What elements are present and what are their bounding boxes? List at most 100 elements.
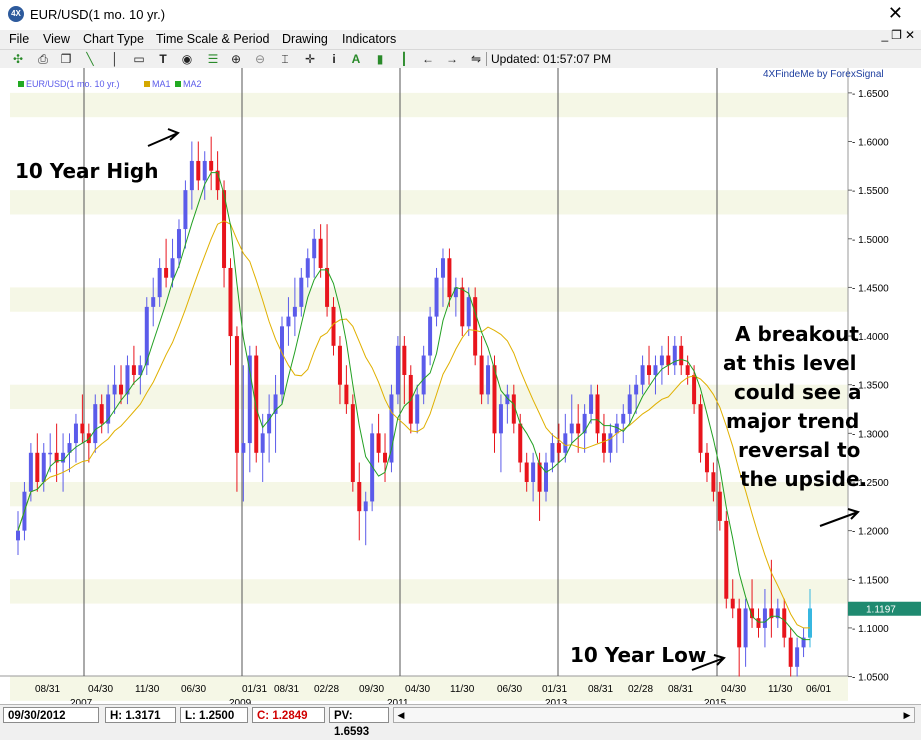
candle-body: [170, 258, 175, 278]
candle-icon[interactable]: ┃: [400, 52, 408, 66]
candle-body: [511, 394, 516, 424]
zoom-out-icon[interactable]: ⊖: [254, 52, 266, 66]
updated-time: Updated: 01:57:07 PM: [491, 52, 612, 66]
candle-body: [428, 316, 433, 356]
candle-body: [189, 160, 194, 191]
chart-area[interactable]: - 1.6500 - 1.6000 - 1.5500 - 1.5000 - 1.4500…: [0, 68, 921, 709]
line-icon[interactable]: ╲: [86, 52, 94, 66]
bar-chart-icon[interactable]: ▮: [376, 52, 384, 66]
candle-body: [808, 608, 812, 638]
x-tick-label: 06/01: [806, 684, 831, 695]
candle-body: [556, 443, 561, 453]
candle-body: [621, 413, 626, 424]
menu-drawing[interactable]: Drawing: [282, 32, 328, 46]
candle-body: [453, 287, 458, 298]
cursor-cross-icon[interactable]: ✣: [12, 52, 24, 66]
copy-icon[interactable]: ❐: [60, 52, 72, 66]
candle-body: [286, 316, 291, 327]
year-label: 2013: [545, 698, 568, 704]
font-icon[interactable]: A: [351, 52, 361, 66]
candle-body: [544, 462, 548, 492]
candle-body: [176, 229, 181, 259]
candle-body: [473, 297, 478, 356]
arrow-right-icon[interactable]: →: [446, 52, 458, 66]
horizontal-scrollbar[interactable]: ◀ ▶: [393, 707, 915, 723]
close-icon[interactable]: ✕: [904, 28, 915, 42]
candle-body: [125, 365, 130, 395]
candle-body: [241, 443, 246, 453]
watermark-label: 4XFindeMe by ForexSignal: [763, 69, 884, 80]
candle-body: [627, 394, 632, 414]
x-tick-label: 06/30: [497, 684, 522, 695]
circle-target-icon[interactable]: ◉: [181, 52, 193, 66]
candle-body: [421, 355, 426, 395]
minimize-icon[interactable]: _: [881, 28, 889, 42]
candle-body: [801, 637, 806, 648]
menu-chart-type[interactable]: Chart Type: [83, 32, 144, 46]
grid-band: [10, 676, 848, 701]
menu-indicators[interactable]: Indicators: [342, 32, 397, 46]
candle-body: [402, 345, 407, 375]
grid-band: [10, 481, 848, 507]
info-icon[interactable]: i: [332, 52, 336, 66]
candle-body: [601, 433, 606, 453]
crosshair-icon[interactable]: ✛: [304, 52, 316, 66]
candle-body: [337, 345, 342, 385]
candle-body: [144, 306, 149, 366]
candle-body: [756, 618, 761, 628]
x-tick-label: 11/30: [135, 684, 160, 695]
window-title: EUR/USD(1 mo. 10 yr.): [30, 7, 166, 22]
vline-icon[interactable]: │: [111, 52, 119, 66]
legend-swatch: [18, 81, 24, 87]
candle-body: [692, 374, 697, 405]
candle-body: [576, 423, 581, 434]
candle-body: [305, 258, 310, 278]
candle-body: [157, 267, 162, 298]
hline-icon[interactable]: ▭: [133, 52, 145, 66]
candle-body: [614, 423, 619, 434]
candle-body: [563, 433, 568, 453]
restore-icon[interactable]: ❐: [891, 28, 902, 42]
text-icon[interactable]: T: [159, 52, 167, 66]
menu-view[interactable]: View: [43, 32, 70, 46]
y-tick-label: - 1.6000: [852, 138, 889, 149]
fib-icon[interactable]: ☰: [207, 52, 219, 66]
scroll-left-icon[interactable]: ◀: [397, 710, 405, 720]
candle-body: [486, 365, 491, 395]
year-label: 2009: [229, 698, 252, 704]
candle-body: [228, 267, 233, 337]
legend-swatch: [144, 81, 150, 87]
y-tick-label: - 1.4000: [852, 332, 889, 343]
menu-time-scale[interactable]: Time Scale & Period: [156, 32, 270, 46]
ma1-line: [17, 220, 810, 629]
candle-body: [54, 452, 59, 463]
candle-body: [479, 355, 484, 395]
candle-body: [524, 462, 529, 482]
candle-body: [582, 413, 587, 434]
x-tick-label: 04/30: [88, 684, 113, 695]
print-icon[interactable]: ⎙: [38, 52, 48, 66]
legend-swatch: [175, 81, 181, 87]
current-price-label: 1.1197: [866, 605, 896, 616]
candle-body: [795, 647, 800, 667]
candle-body: [724, 520, 729, 599]
status-low: L: 1.2500: [180, 707, 248, 723]
candle-body: [447, 258, 452, 298]
fit-icon[interactable]: ⌶: [281, 52, 289, 66]
candle-body: [86, 433, 91, 444]
candle-body: [685, 365, 690, 375]
annotation-note-line: major trend: [726, 409, 859, 433]
legend-label: MA1: [152, 79, 171, 89]
scroll-right-icon[interactable]: ▶: [903, 710, 911, 720]
y-tick-label: - 1.1500: [852, 575, 889, 586]
candle-body: [769, 608, 774, 619]
candle-body: [222, 190, 227, 268]
candle-body: [440, 258, 445, 278]
zoom-in-icon[interactable]: ⊕: [230, 52, 242, 66]
arrow-left-icon[interactable]: ←: [422, 52, 434, 66]
compress-icon[interactable]: ⇋: [470, 52, 482, 66]
candle-body: [460, 287, 465, 327]
candle-body: [782, 608, 787, 638]
close-window-button[interactable]: ✕: [887, 3, 903, 23]
menu-file[interactable]: File: [9, 32, 30, 46]
